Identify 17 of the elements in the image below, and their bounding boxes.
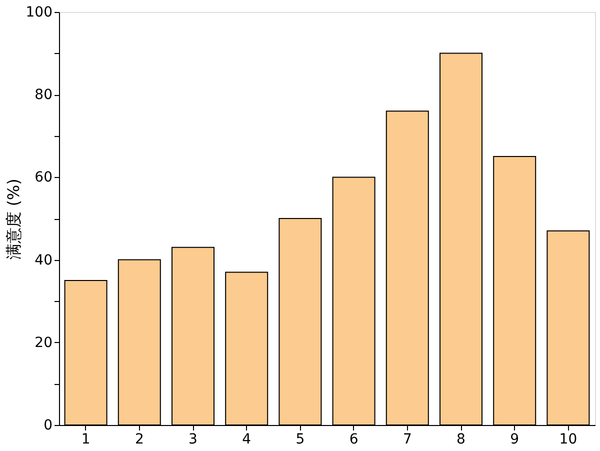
x-tick-label: 5 <box>296 432 305 448</box>
x-tick-label: 4 <box>242 432 252 448</box>
x-tick-label: 9 <box>510 432 520 448</box>
y-tick-label: 80 <box>34 87 52 104</box>
y-tick-label: 60 <box>34 170 52 186</box>
y-axis-title: 满意度 (%) <box>4 178 23 260</box>
y-tick-label: 40 <box>34 252 52 268</box>
x-tick-label: 6 <box>349 432 358 448</box>
x-tick-label: 7 <box>402 432 412 448</box>
y-tick-label: 100 <box>26 4 52 20</box>
x-tick-label: 1 <box>81 432 90 448</box>
y-tick-label: 20 <box>34 334 52 351</box>
x-tick-label: 8 <box>456 432 466 448</box>
x-tick-label: 2 <box>134 432 144 448</box>
x-tick-label: 10 <box>559 432 578 448</box>
x-tick-label: 3 <box>188 432 198 448</box>
y-tick-label: 0 <box>44 418 52 434</box>
